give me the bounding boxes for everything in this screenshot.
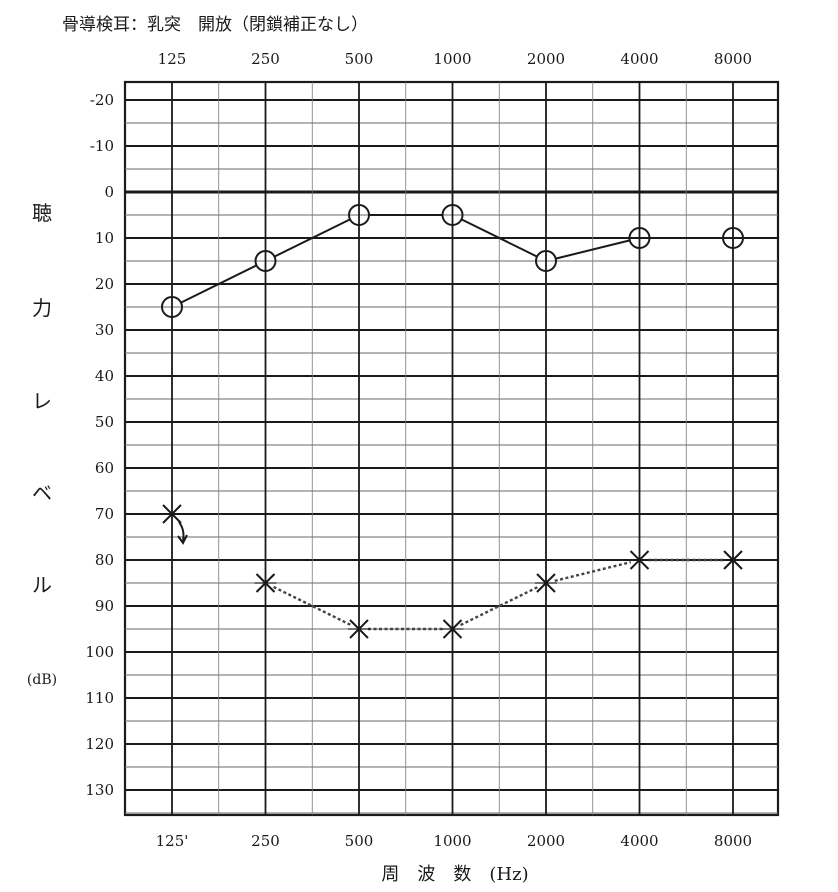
data-point-x xyxy=(254,573,277,593)
y-tick-label: 120 xyxy=(85,735,114,753)
y-tick-label: 40 xyxy=(95,367,114,385)
y-tick-label: 0 xyxy=(104,183,114,201)
top-tick-label: 2000 xyxy=(527,50,565,68)
no-response-arrowhead xyxy=(177,534,188,545)
y-tick-label: 50 xyxy=(95,413,114,431)
data-point-x xyxy=(161,504,183,524)
bottom-frequency-ticks: 125' 250 500 1000 2000 4000 8000 xyxy=(156,832,752,850)
grid xyxy=(123,80,780,817)
y-tick-label: -20 xyxy=(90,91,114,109)
y-tick-label: 90 xyxy=(95,597,114,615)
chart-title: 骨導検耳：乳突 開放（閉鎖補正なし） xyxy=(62,15,368,35)
y-tick-label: 60 xyxy=(95,459,114,477)
y-axis-ticks: -20 -10 0 10 20 30 40 50 60 70 80 90 100 110 120 130 xyxy=(85,91,114,799)
top-tick-label: 8000 xyxy=(714,50,752,68)
series-1 xyxy=(161,504,744,639)
x-axis-label: 周 波 数 (Hz) xyxy=(381,864,528,885)
bottom-tick-label: 125' xyxy=(156,832,189,850)
series-line-segment xyxy=(460,585,539,627)
y-tick-label: 30 xyxy=(95,321,114,339)
top-frequency-ticks: 125 250 500 1000 2000 4000 8000 xyxy=(158,50,752,68)
data-point-circle xyxy=(254,250,277,272)
y-tick-label: 20 xyxy=(95,275,114,293)
y-axis-unit: (dB) xyxy=(27,672,57,688)
top-tick-label: 4000 xyxy=(620,50,658,68)
data-point-circle xyxy=(441,204,464,226)
series-line-segment xyxy=(273,585,352,627)
top-tick-label: 125 xyxy=(158,50,187,68)
y-tick-label: 10 xyxy=(95,229,114,247)
data-point-x xyxy=(628,550,651,570)
y-tick-label: 130 xyxy=(85,781,114,799)
series-line-segment xyxy=(274,218,351,258)
series-0 xyxy=(161,204,744,318)
y-tick-label: -10 xyxy=(90,137,114,155)
bottom-tick-label: 4000 xyxy=(620,832,658,850)
y-label-char: ベ xyxy=(32,481,52,505)
data-point-circle xyxy=(722,227,744,249)
data-point-circle xyxy=(161,296,183,318)
series-line-segment xyxy=(554,560,632,583)
series-line-segment xyxy=(180,264,257,304)
data-point-circle xyxy=(628,227,651,249)
y-tick-label: 100 xyxy=(85,643,114,661)
bottom-tick-label: 8000 xyxy=(714,832,752,850)
y-label-char: レ xyxy=(32,389,52,413)
y-label-char: 聴 xyxy=(32,201,52,225)
series-line-segment xyxy=(461,218,538,258)
bottom-tick-label: 2000 xyxy=(527,832,565,850)
plot-frame xyxy=(123,80,780,817)
data-point-x xyxy=(535,573,557,593)
top-tick-label: 1000 xyxy=(433,50,471,68)
data-point-circle xyxy=(535,250,557,272)
top-tick-label: 500 xyxy=(345,50,374,68)
data-point-x xyxy=(722,550,744,570)
y-tick-label: 70 xyxy=(95,505,114,523)
data-point-circle xyxy=(348,204,370,226)
data-point-x xyxy=(348,619,370,639)
series-line-segment xyxy=(555,239,631,260)
series xyxy=(161,204,744,639)
data-point-x xyxy=(441,619,464,639)
bottom-tick-label: 1000 xyxy=(433,832,471,850)
top-tick-label: 250 xyxy=(251,50,280,68)
no-response-arrow xyxy=(178,521,185,542)
y-tick-label: 80 xyxy=(95,551,114,569)
bottom-tick-label: 250 xyxy=(251,832,280,850)
y-tick-label: 110 xyxy=(85,689,114,707)
y-label-char: 力 xyxy=(32,296,52,320)
y-label-char: ル xyxy=(32,573,52,597)
bottom-tick-label: 500 xyxy=(345,832,374,850)
